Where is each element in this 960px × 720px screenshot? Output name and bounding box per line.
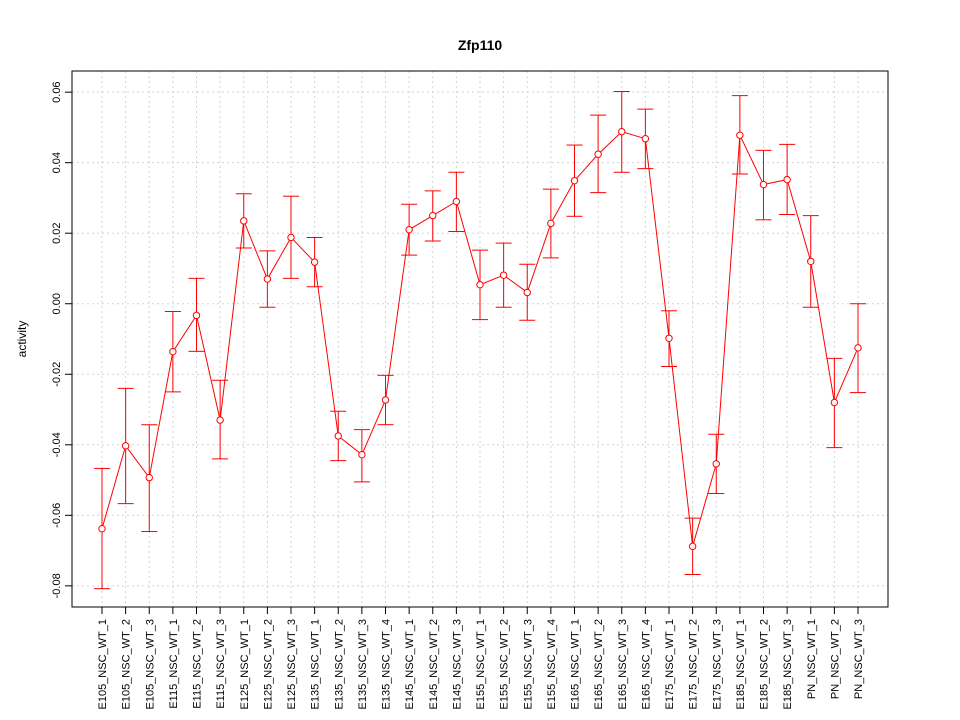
data-point xyxy=(216,416,224,424)
x-tick-label: E155_NSC_WT_2 xyxy=(499,619,511,710)
data-point xyxy=(287,233,295,242)
x-tick-label: E185_NSC_WT_2 xyxy=(759,619,771,710)
x-tick-label: E115_NSC_WT_3 xyxy=(215,619,227,709)
plot-frame xyxy=(71,70,889,608)
x-tick-label: E175_NSC_WT_3 xyxy=(711,619,723,710)
y-tick-label: 0.04 xyxy=(51,152,63,173)
data-point xyxy=(641,135,650,143)
x-tick-label: E185_NSC_WT_3 xyxy=(782,619,794,710)
data-point xyxy=(263,275,272,283)
data-point xyxy=(618,127,626,136)
data-point xyxy=(169,347,177,356)
x-tick-label: E115_NSC_WT_2 xyxy=(192,619,204,709)
y-tick-label: 0.02 xyxy=(51,222,63,243)
data-point xyxy=(759,180,768,189)
x-tick-label: E185_NSC_WT_1 xyxy=(735,619,747,710)
data-point xyxy=(854,344,862,352)
data-point xyxy=(358,450,366,459)
x-tick-label: E165_NSC_WT_1 xyxy=(570,619,582,710)
x-tick-label: E155_NSC_WT_1 xyxy=(475,619,487,710)
data-point xyxy=(712,460,720,468)
x-tick-label: E105_NSC_WT_2 xyxy=(121,619,133,710)
data-point xyxy=(452,197,461,206)
y-tick-label: -0.08 xyxy=(51,573,63,598)
x-tick-label: E175_NSC_WT_1 xyxy=(664,619,676,710)
x-tick-label: E135_NSC_WT_1 xyxy=(310,619,322,710)
x-tick-label: E145_NSC_WT_3 xyxy=(451,619,463,710)
data-point xyxy=(334,432,342,440)
data-point xyxy=(665,334,673,342)
x-tick-label: E135_NSC_WT_2 xyxy=(333,619,345,710)
data-point xyxy=(830,398,839,407)
data-point xyxy=(570,176,579,185)
data-point xyxy=(145,473,153,482)
x-tick-label: E165_NSC_WT_4 xyxy=(640,619,652,710)
grid xyxy=(72,71,888,607)
x-tick-label: E165_NSC_WT_2 xyxy=(593,619,605,710)
data-point xyxy=(381,396,390,404)
x-tick-label: E145_NSC_WT_1 xyxy=(404,619,416,710)
x-tick-label: E155_NSC_WT_4 xyxy=(546,619,558,710)
x-tick-label: E125_NSC_WT_2 xyxy=(262,619,274,710)
x-tick-label: E125_NSC_WT_1 xyxy=(239,619,251,710)
data-point xyxy=(121,442,130,450)
x-tick-label: E105_NSC_WT_3 xyxy=(144,619,156,710)
data-point xyxy=(429,211,437,220)
data-point xyxy=(783,175,791,184)
x-tick-label: E165_NSC_WT_3 xyxy=(617,619,629,710)
data-point xyxy=(594,150,602,158)
y-tick-label: 0.06 xyxy=(51,81,63,102)
x-tick-label: E155_NSC_WT_3 xyxy=(522,619,534,710)
y-axis: -0.08 -0.06 -0.04 -0.02 0.00 0.02 0.04 0.06 xyxy=(51,81,72,598)
y-axis-label: activity xyxy=(15,321,29,358)
data-point xyxy=(405,225,413,234)
x-tick-label: E125_NSC_WT_3 xyxy=(286,619,298,710)
data-point xyxy=(476,280,484,289)
data-point xyxy=(310,258,319,266)
data-point xyxy=(523,288,531,297)
x-axis: E105_NSC_WT_1 E105_NSC_WT_2 E105_NSC_WT_3 E… xyxy=(97,607,865,710)
data-point xyxy=(240,217,248,225)
y-tick-label: -0.04 xyxy=(51,432,63,457)
y-tick-label: -0.02 xyxy=(51,362,63,387)
x-tick-label: E135_NSC_WT_3 xyxy=(357,619,369,710)
x-tick-label: E135_NSC_WT_4 xyxy=(381,619,393,710)
x-tick-label: PN_NSC_WT_3 xyxy=(853,619,865,699)
data-point xyxy=(98,525,106,533)
data-point xyxy=(192,311,201,320)
data-point xyxy=(736,131,744,139)
data-point xyxy=(547,219,555,228)
series-line xyxy=(101,131,859,547)
x-tick-label: E175_NSC_WT_2 xyxy=(688,619,700,710)
x-tick-label: PN_NSC_WT_2 xyxy=(829,619,841,699)
data-point xyxy=(688,542,697,551)
series xyxy=(94,90,866,590)
x-tick-label: E105_NSC_WT_1 xyxy=(97,619,109,710)
x-tick-label: E145_NSC_WT_2 xyxy=(428,619,440,710)
data-point xyxy=(499,271,508,279)
x-tick-label: E115_NSC_WT_1 xyxy=(168,619,180,709)
x-tick-label: PN_NSC_WT_1 xyxy=(806,619,818,699)
data-point xyxy=(807,257,815,266)
y-tick-label: -0.06 xyxy=(51,503,63,528)
chart-title: Zfp110 xyxy=(458,37,503,53)
y-tick-label: 0.00 xyxy=(51,293,63,314)
